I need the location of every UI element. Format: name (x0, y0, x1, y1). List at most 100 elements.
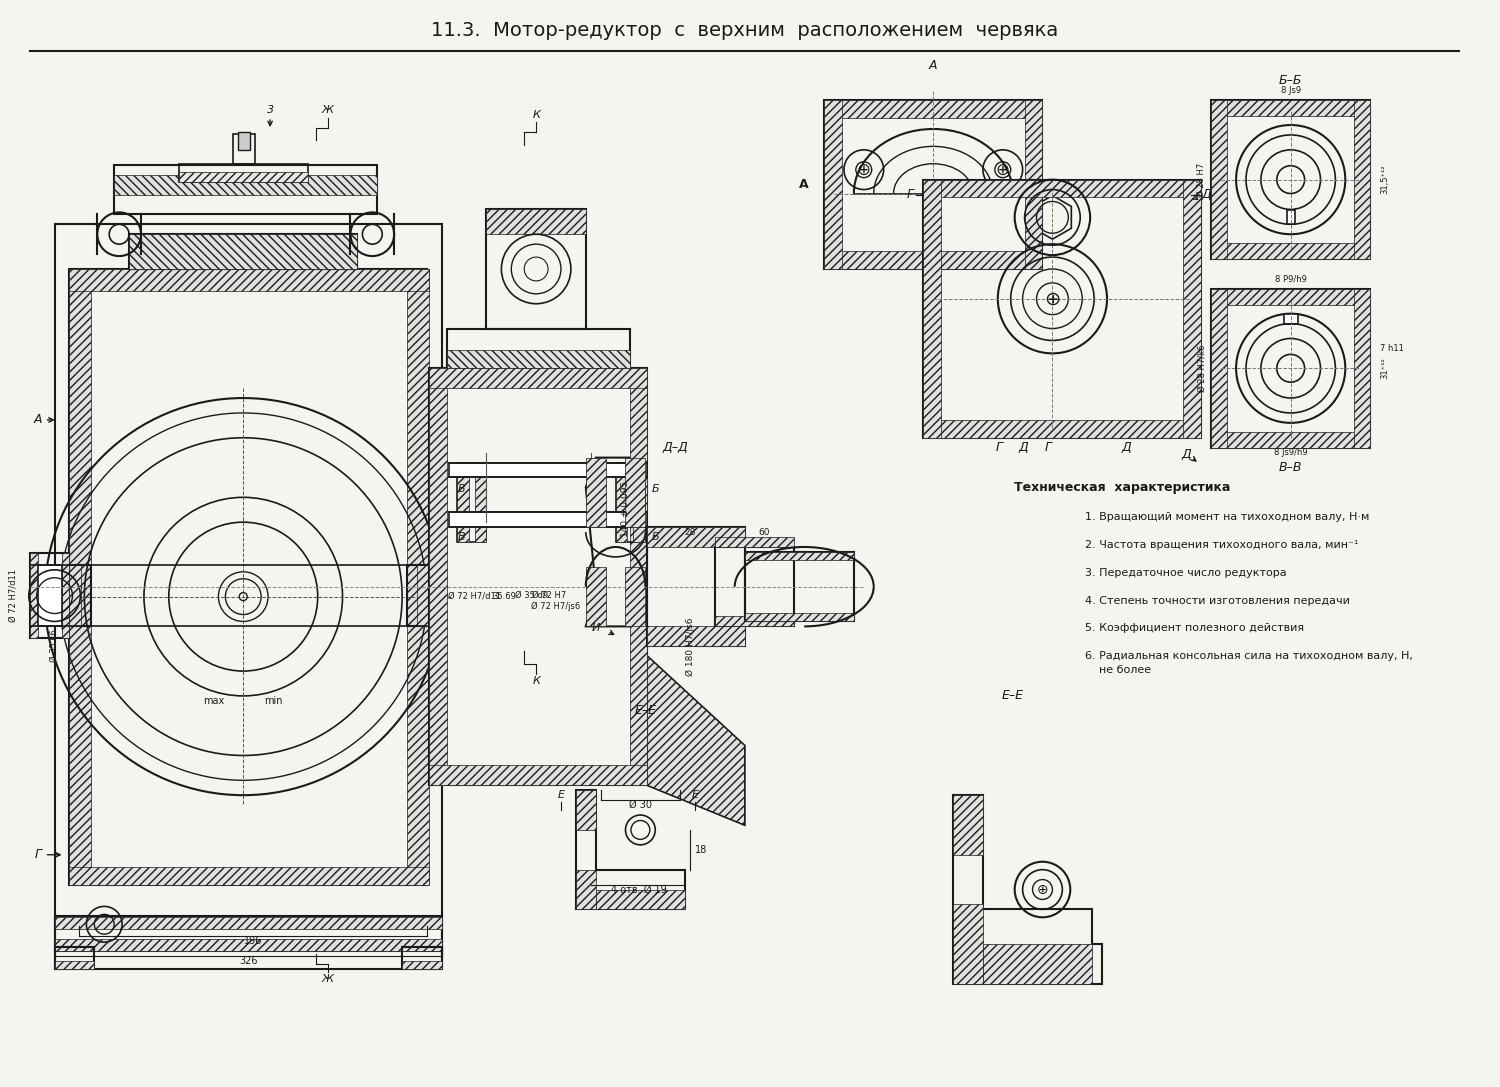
Bar (576, 790, 596, 830)
Polygon shape (576, 790, 686, 910)
Text: И: И (591, 623, 600, 634)
Bar (1284, 314, 1298, 324)
Text: 31⁺¹²: 31⁺¹² (1380, 358, 1389, 379)
Bar (1354, 100, 1370, 259)
Text: 11.3.  Мотор-редуктор  с  верхним  расположением  червяка: 11.3. Мотор-редуктор с верхним расположе… (430, 21, 1059, 40)
Text: Е: Е (558, 790, 564, 800)
Bar (1354, 289, 1370, 448)
Bar (630, 368, 648, 785)
Text: ⊕: ⊕ (1036, 883, 1048, 897)
Bar (824, 100, 1042, 118)
Bar (626, 458, 645, 527)
Bar (69, 565, 92, 626)
Bar (716, 616, 795, 626)
Text: А: А (928, 59, 938, 72)
Text: А: А (33, 413, 42, 426)
Text: 31,5⁺¹²: 31,5⁺¹² (1380, 165, 1389, 195)
Text: Ø 72 H7/js6: Ø 72 H7/js6 (531, 602, 580, 611)
Polygon shape (648, 657, 744, 825)
Text: 7 h11: 7 h11 (1380, 343, 1404, 353)
Bar (417, 565, 429, 626)
Bar (238, 132, 250, 150)
Bar (129, 234, 357, 268)
Bar (648, 527, 744, 547)
Bar (486, 210, 586, 328)
Bar (54, 961, 94, 969)
Bar (1212, 289, 1370, 304)
Bar (178, 172, 308, 182)
Bar (824, 100, 1042, 268)
Text: 4. Степень точности изготовления передачи: 4. Степень точности изготовления передач… (1084, 596, 1350, 605)
Bar (69, 866, 429, 885)
Bar (62, 553, 69, 638)
Bar (129, 234, 357, 268)
Text: Ø 72 H7/d11: Ø 72 H7/d11 (448, 591, 501, 600)
Bar (952, 904, 982, 984)
Bar (615, 463, 627, 542)
Bar (615, 463, 645, 542)
Bar (1024, 100, 1042, 268)
Bar (744, 613, 853, 622)
Text: Б–Б: Б–Б (1280, 74, 1302, 87)
Text: 28: 28 (684, 527, 696, 537)
Text: ⊕: ⊕ (996, 161, 1010, 178)
Bar (456, 463, 486, 542)
Text: В–В: В–В (1280, 461, 1302, 474)
Bar (744, 552, 853, 560)
Bar (114, 175, 378, 195)
Text: 60: 60 (759, 527, 770, 537)
Text: Ø 28 H7/k6: Ø 28 H7/k6 (1197, 345, 1206, 392)
Text: 196: 196 (244, 936, 262, 946)
Bar (54, 916, 442, 951)
Bar (69, 268, 428, 885)
Bar (924, 420, 1202, 438)
Text: 2. Частота вращения тихоходного вала, мин⁻¹: 2. Частота вращения тихоходного вала, ми… (1084, 540, 1359, 550)
Bar (429, 368, 648, 388)
Bar (402, 961, 442, 969)
Bar (114, 165, 378, 214)
Text: не более: не более (1084, 665, 1152, 675)
Bar (429, 368, 648, 785)
Bar (402, 947, 442, 969)
Bar (69, 565, 81, 626)
Bar (982, 945, 1092, 984)
Text: 35.69: 35.69 (492, 592, 516, 601)
Text: Ø 35 k6: Ø 35 k6 (50, 629, 58, 662)
Bar (1287, 211, 1294, 224)
Text: ⊕: ⊕ (856, 161, 870, 178)
Bar (486, 210, 586, 234)
Bar (30, 553, 69, 638)
Bar (234, 134, 255, 164)
Polygon shape (586, 458, 645, 626)
Text: Г: Г (34, 848, 40, 861)
Text: 4 отв. Ø 19: 4 отв. Ø 19 (610, 885, 666, 895)
Text: 6. Радиальная консольная сила на тихоходном валу, Н,: 6. Радиальная консольная сила на тихоход… (1084, 651, 1413, 661)
Text: Ж: Ж (321, 105, 333, 115)
Text: ⊕: ⊕ (1044, 289, 1060, 309)
Text: Г: Г (906, 188, 914, 201)
Bar (824, 100, 842, 268)
Bar (69, 268, 92, 885)
Bar (596, 889, 686, 910)
Bar (178, 164, 308, 182)
Text: Г    Д: Г Д (996, 441, 1029, 454)
Text: Е–Е: Е–Е (1002, 689, 1023, 702)
Bar (716, 537, 795, 547)
Text: Ø 72 H7/d11: Ø 72 H7/d11 (9, 570, 18, 622)
Text: Ø 35 d9: Ø 35 d9 (514, 591, 548, 600)
Bar (474, 463, 486, 542)
Bar (54, 917, 442, 929)
Bar (69, 268, 429, 291)
Text: А: А (800, 178, 808, 191)
Bar (924, 179, 1202, 438)
Bar (1212, 243, 1370, 259)
Text: Д: Д (1122, 441, 1131, 454)
Text: 18: 18 (694, 845, 706, 854)
Text: Ø 180 H7/js6: Ø 180 H7/js6 (686, 617, 694, 675)
Bar (1212, 100, 1227, 259)
Text: 326: 326 (238, 955, 258, 966)
Text: Е–Е: Е–Е (634, 704, 657, 717)
Bar (447, 328, 630, 368)
Text: Б: Б (651, 532, 658, 542)
Bar (30, 553, 38, 638)
